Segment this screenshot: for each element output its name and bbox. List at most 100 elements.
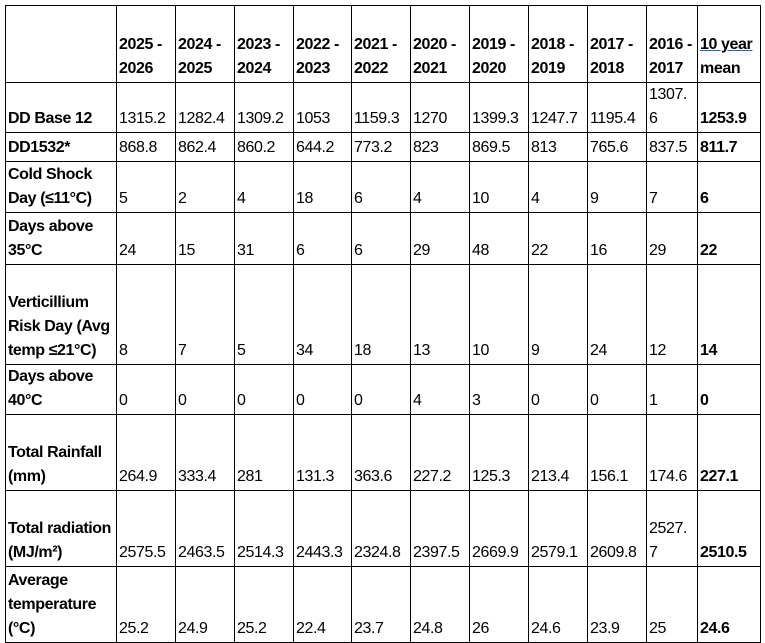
- value-cell: 5: [116, 161, 176, 213]
- value-cell: 2324.8: [351, 490, 411, 567]
- value-cell: 1159.3: [351, 82, 411, 133]
- value-cell: 13: [410, 264, 470, 365]
- season-header: 2023 - 2024: [234, 5, 294, 83]
- value-cell: 1270: [410, 82, 470, 133]
- value-cell: 227.2: [410, 414, 470, 491]
- value-cell: 24.8: [410, 566, 470, 643]
- value-cell: 2609.8: [587, 490, 647, 567]
- value-cell: 6: [351, 161, 411, 213]
- value-cell: 23.9: [587, 566, 647, 643]
- value-cell: 4: [410, 364, 470, 415]
- value-cell: 48: [469, 212, 529, 265]
- value-cell: 2397.5: [410, 490, 470, 567]
- season-header: 2022 - 2023: [293, 5, 352, 83]
- mean-cell: 0: [697, 364, 761, 415]
- value-cell: 25.2: [234, 566, 294, 643]
- value-cell: 0: [528, 364, 588, 415]
- table-row: Days above 35°C 24 15 31 6 6 29 48 22 16 29 22: [5, 212, 761, 265]
- value-cell: 25.2: [116, 566, 176, 643]
- value-cell: 31: [234, 212, 294, 265]
- value-cell: 2514.3: [234, 490, 294, 567]
- value-cell: 860.2: [234, 132, 294, 162]
- value-cell: 2463.5: [175, 490, 235, 567]
- value-cell: 1247.7: [528, 82, 588, 133]
- row-label: DD Base 12: [5, 82, 117, 133]
- value-cell: 5: [234, 264, 294, 365]
- value-cell: 29: [646, 212, 698, 265]
- value-cell: 7: [646, 161, 698, 213]
- value-cell: 10: [469, 264, 529, 365]
- value-cell: 7: [175, 264, 235, 365]
- value-cell: 25: [646, 566, 698, 643]
- value-cell: 0: [293, 364, 352, 415]
- value-cell: 773.2: [351, 132, 411, 162]
- weather-summary-table: 2025 - 2026 2024 - 2025 2023 - 2024 2022 - …: [5, 5, 761, 643]
- value-cell: 23.7: [351, 566, 411, 643]
- row-label: DD1532*: [5, 132, 117, 162]
- value-cell: 813: [528, 132, 588, 162]
- mean-cell: 6: [697, 161, 761, 213]
- value-cell: 26: [469, 566, 529, 643]
- season-header: 2017 - 2018: [587, 5, 647, 83]
- season-header: 2020 - 2021: [410, 5, 470, 83]
- value-cell: 363.6: [351, 414, 411, 491]
- season-header: 2019 - 2020: [469, 5, 529, 83]
- value-cell: 16: [587, 212, 647, 265]
- mean-header-text: mean: [700, 60, 741, 77]
- value-cell: 1: [646, 364, 698, 415]
- value-cell: 1315.2: [116, 82, 176, 133]
- value-cell: 264.9: [116, 414, 176, 491]
- value-cell: 34: [293, 264, 352, 365]
- value-cell: 1195.4: [587, 82, 647, 133]
- value-cell: 3: [469, 364, 529, 415]
- table-row: Total Rainfall (mm) 264.9 333.4 281 131.3 363…: [5, 414, 761, 491]
- value-cell: 2527.7: [646, 490, 698, 567]
- mean-cell: 1253.9: [697, 82, 761, 133]
- value-cell: 2575.5: [116, 490, 176, 567]
- season-header: 2025 - 2026: [116, 5, 176, 83]
- value-cell: 4: [410, 161, 470, 213]
- value-cell: 29: [410, 212, 470, 265]
- value-cell: 837.5: [646, 132, 698, 162]
- mean-cell: 24.6: [697, 566, 761, 643]
- header-row: 2025 - 2026 2024 - 2025 2023 - 2024 2022 - …: [5, 5, 761, 83]
- value-cell: 9: [587, 161, 647, 213]
- table-row: DD Base 12 1315.2 1282.4 1309.2 1053 1159.3 12…: [5, 82, 761, 133]
- value-cell: 862.4: [175, 132, 235, 162]
- mean-header-link[interactable]: 10 year: [700, 36, 753, 53]
- value-cell: 0: [234, 364, 294, 415]
- value-cell: 1282.4: [175, 82, 235, 133]
- table-row: Days above 40°C 0 0 0 0 0 4 3 0 0 1 0: [5, 364, 761, 415]
- value-cell: 823: [410, 132, 470, 162]
- value-cell: 10: [469, 161, 529, 213]
- table-row: DD1532* 868.8 862.4 860.2 644.2 773.2 823 869.5…: [5, 132, 761, 162]
- table-row: Verticillium Risk Day (Avg temp ≤21°C) 8 7…: [5, 264, 761, 365]
- row-label: Total radiation (MJ/m²): [5, 490, 117, 567]
- value-cell: 131.3: [293, 414, 352, 491]
- value-cell: 22.4: [293, 566, 352, 643]
- mean-cell: 227.1: [697, 414, 761, 491]
- row-label: Cold Shock Day (≤11°C): [5, 161, 117, 213]
- value-cell: 0: [587, 364, 647, 415]
- value-cell: 1053: [293, 82, 352, 133]
- value-cell: 2669.9: [469, 490, 529, 567]
- row-label: Days above 40°C: [5, 364, 117, 415]
- mean-header: 10 year mean: [697, 5, 761, 83]
- value-cell: 174.6: [646, 414, 698, 491]
- table-row: Total radiation (MJ/m²) 2575.5 2463.5 2514.…: [5, 490, 761, 567]
- value-cell: 24.9: [175, 566, 235, 643]
- value-cell: 2: [175, 161, 235, 213]
- value-cell: 0: [175, 364, 235, 415]
- value-cell: 24: [587, 264, 647, 365]
- value-cell: 156.1: [587, 414, 647, 491]
- value-cell: 644.2: [293, 132, 352, 162]
- value-cell: 9: [528, 264, 588, 365]
- value-cell: 6: [351, 212, 411, 265]
- value-cell: 24.6: [528, 566, 588, 643]
- value-cell: 333.4: [175, 414, 235, 491]
- value-cell: 765.6: [587, 132, 647, 162]
- table-row: Average temperature (°C) 25.2 24.9 25.2 22.4…: [5, 566, 761, 643]
- value-cell: 4: [528, 161, 588, 213]
- value-cell: 1399.3: [469, 82, 529, 133]
- value-cell: 0: [351, 364, 411, 415]
